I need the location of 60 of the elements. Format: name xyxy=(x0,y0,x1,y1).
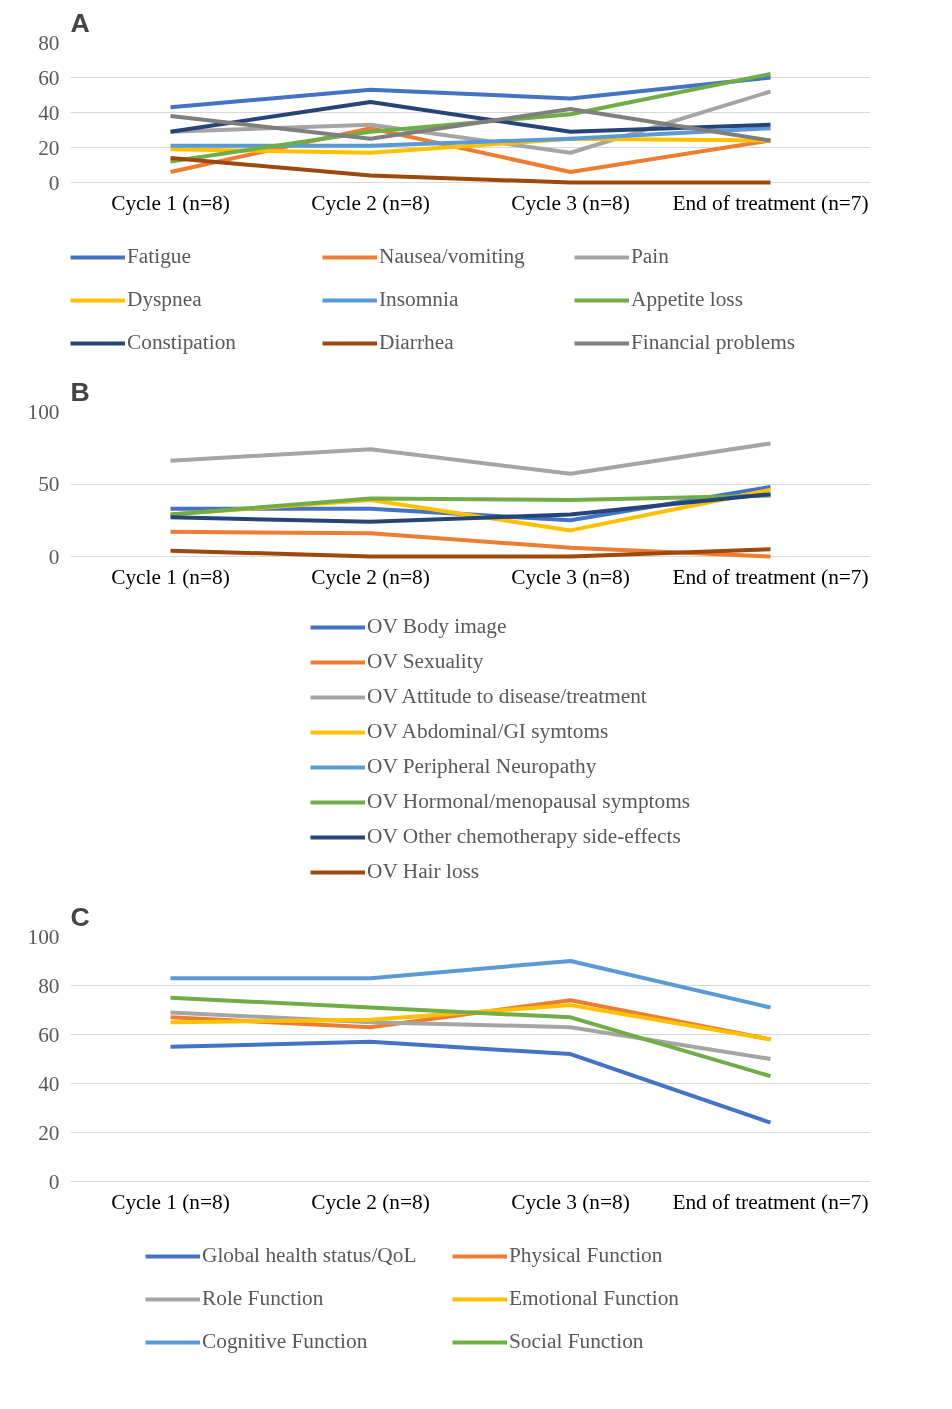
x-tick-label: Cycle 3 (n=8) xyxy=(511,1189,630,1214)
legend-label: Dyspnea xyxy=(127,286,203,313)
y-tick-label: 0 xyxy=(48,1169,60,1194)
legend-label: OV Other chemotherapy side-effects xyxy=(367,823,682,850)
chart-title: A xyxy=(70,7,90,38)
legend-label: Diarrhea xyxy=(379,329,455,356)
y-tick-label: 60 xyxy=(38,65,60,90)
legend-label: OV Attitude to disease/treatment xyxy=(367,683,648,710)
line-series xyxy=(168,441,773,476)
x-tick-label: Cycle 2 (n=8) xyxy=(311,190,430,215)
line-series xyxy=(168,493,773,517)
line-series xyxy=(168,492,773,524)
legend-label: OV Sexuality xyxy=(367,648,485,675)
legend-label: Cognitive Function xyxy=(202,1328,369,1355)
line-series xyxy=(168,995,773,1079)
y-tick-label: 40 xyxy=(38,100,60,125)
x-tick-label: Cycle 2 (n=8) xyxy=(311,1189,430,1214)
legend-label: Pain xyxy=(631,243,670,270)
legend-label: Physical Function xyxy=(509,1242,664,1269)
y-tick-label: 80 xyxy=(38,30,60,55)
x-tick-label: Cycle 2 (n=8) xyxy=(311,564,430,589)
x-tick-label: Cycle 3 (n=8) xyxy=(511,564,630,589)
y-tick-label: 80 xyxy=(38,973,60,998)
legend-label: Appetite loss xyxy=(631,286,744,313)
y-tick-label: 0 xyxy=(48,170,60,195)
x-tick-label: Cycle 1 (n=8) xyxy=(111,1189,230,1214)
y-tick-label: 60 xyxy=(38,1022,60,1047)
legend-label: Insomnia xyxy=(379,286,460,313)
legend-label: OV Hair loss xyxy=(367,858,481,885)
x-tick-label: Cycle 3 (n=8) xyxy=(511,190,630,215)
legend-label: Emotional Function xyxy=(509,1285,681,1312)
legend-label: OV Abdominal/GI symtoms xyxy=(367,718,610,745)
line-series xyxy=(168,107,773,143)
line-series xyxy=(168,75,773,110)
y-tick-label: 40 xyxy=(38,1071,60,1096)
y-tick-label: 20 xyxy=(38,1120,60,1145)
x-tick-label: Cycle 1 (n=8) xyxy=(111,564,230,589)
legend-label: Constipation xyxy=(127,329,237,356)
y-tick-label: 0 xyxy=(48,544,60,569)
legend-label: Financial problems xyxy=(631,329,797,356)
x-tick-label: End of treatment (n=7) xyxy=(672,190,869,215)
legend-label: OV Hormonal/menopausal symptoms xyxy=(367,788,692,815)
legend-label: Global health status/QoL xyxy=(202,1242,418,1269)
chart-title: C xyxy=(70,901,90,932)
legend-label: OV Peripheral Neuropathy xyxy=(367,753,598,780)
x-tick-label: Cycle 1 (n=8) xyxy=(111,190,230,215)
legend-label: OV Body image xyxy=(367,613,508,640)
line-series xyxy=(168,529,773,559)
line-series xyxy=(168,1039,773,1125)
y-tick-label: 50 xyxy=(38,472,60,496)
legend-label: Social Function xyxy=(509,1328,645,1355)
legend-label: Role Function xyxy=(202,1285,325,1312)
y-tick-label: 100 xyxy=(27,399,60,424)
chart-title: B xyxy=(70,376,90,407)
x-tick-label: End of treatment (n=7) xyxy=(672,564,869,589)
y-tick-label: 20 xyxy=(38,135,60,160)
legend-label: Nausea/vomiting xyxy=(379,243,526,270)
legend-label: Fatigue xyxy=(127,243,192,270)
x-tick-label: End of treatment (n=7) xyxy=(672,1189,869,1214)
y-tick-label: 100 xyxy=(27,924,60,949)
